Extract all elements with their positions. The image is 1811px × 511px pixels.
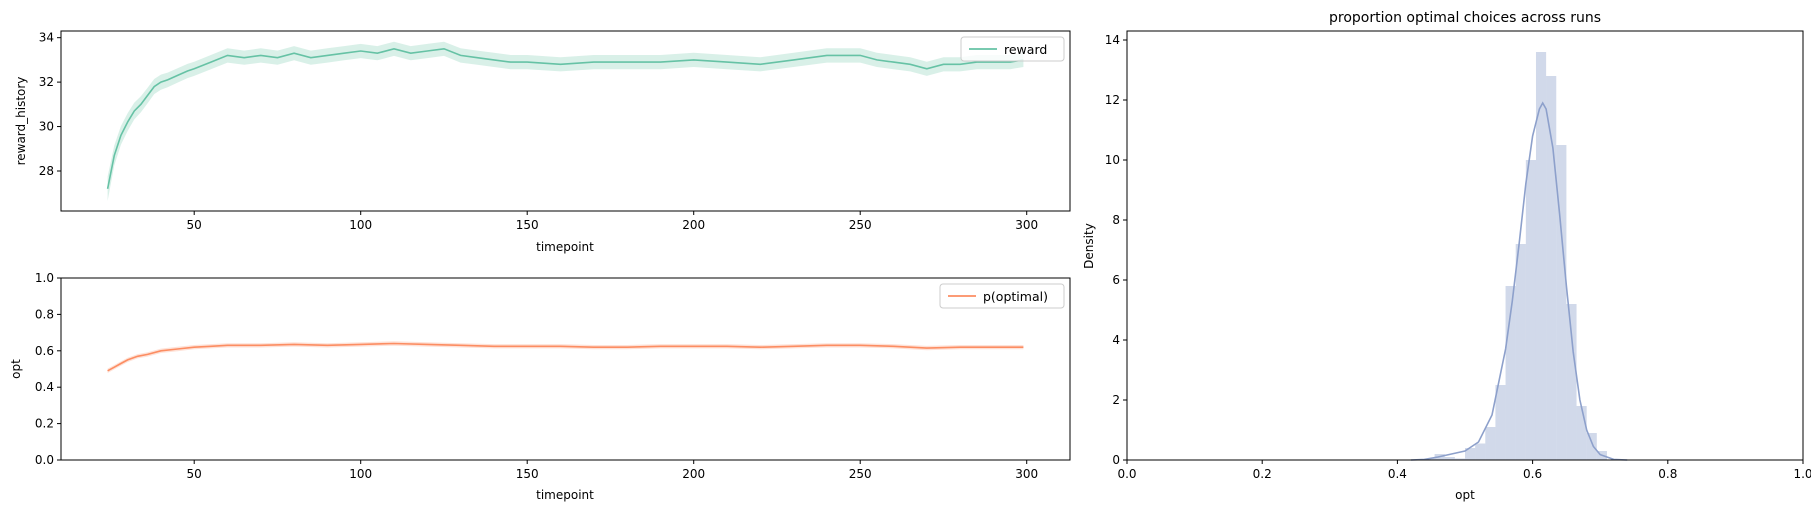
- reward-axes: 50 100 150 200 250 300 28 30 32 34 timepoint rewa…: [14, 30, 1071, 254]
- y-tick-label: 32: [39, 75, 54, 89]
- opt-plot-area: [107, 341, 1024, 373]
- histogram-bar: [1465, 448, 1476, 460]
- reward-legend-box: [960, 36, 1065, 62]
- histogram-bar: [1515, 244, 1526, 460]
- histogram-bar: [1556, 145, 1567, 460]
- reward-axes-frame: [60, 30, 1071, 212]
- x-tick-label: 300: [1015, 467, 1038, 481]
- y-tick-label: 8: [1112, 213, 1120, 227]
- histogram-bar: [1576, 406, 1587, 460]
- histogram-bar: [1586, 433, 1597, 460]
- opt-axes: 50 100 150 200 250 300 0.0 0.2 0.4 0.6 0.8 1.0 time…: [9, 271, 1071, 502]
- y-tick-label: 34: [39, 31, 54, 45]
- reward-xlabel: timepoint: [536, 240, 594, 254]
- y-tick-label: 1.0: [35, 271, 54, 285]
- y-tick-label: 4: [1112, 333, 1120, 347]
- series-line: [107, 342, 1024, 372]
- x-tick-label: 0.6: [1523, 467, 1542, 481]
- opt-legend: p(optimal): [939, 283, 1065, 309]
- dist-xlabel: opt: [1455, 488, 1475, 502]
- y-tick-label: 0.0: [35, 453, 54, 467]
- x-tick-label: 250: [849, 467, 872, 481]
- histogram-bar: [1485, 427, 1496, 460]
- reward-plot-area: [106, 41, 1024, 202]
- opt-xlabel: timepoint: [536, 488, 594, 502]
- y-tick-label: 0.4: [35, 380, 54, 394]
- y-tick-label: 14: [1105, 33, 1120, 47]
- x-tick-label: 100: [349, 218, 372, 232]
- x-tick-label: 300: [1015, 218, 1038, 232]
- y-tick-label: 0.8: [35, 307, 54, 321]
- y-tick-label: 28: [39, 164, 54, 178]
- x-tick-label: 150: [516, 218, 539, 232]
- dist-plot-area: [1410, 52, 1628, 461]
- y-tick-label: 2: [1112, 393, 1120, 407]
- y-tick-label: 6: [1112, 273, 1120, 287]
- histogram-bar: [1505, 286, 1516, 460]
- histogram-bar: [1566, 304, 1577, 460]
- opt-legend-label: p(optimal): [983, 289, 1048, 304]
- x-tick-label: 250: [849, 218, 872, 232]
- histogram-bar: [1535, 52, 1547, 460]
- opt-axes-frame: [60, 277, 1071, 461]
- dist-axes-frame: [1126, 30, 1804, 461]
- opt-ylabel: opt: [9, 359, 23, 379]
- dist-title: proportion optimal choices across runs: [1329, 10, 1601, 26]
- opt-legend-box: [939, 283, 1065, 309]
- x-tick-label: 0.0: [1117, 467, 1136, 481]
- confidence-band: [107, 41, 1024, 202]
- y-tick-label: 0.2: [35, 417, 54, 431]
- reward-ylabel: reward_history: [14, 77, 28, 166]
- x-tick-label: 50: [187, 218, 202, 232]
- y-tick-label: 12: [1105, 93, 1120, 107]
- x-tick-label: 200: [682, 467, 705, 481]
- y-tick-label: 0.6: [35, 344, 54, 358]
- histogram-bar: [1525, 160, 1536, 460]
- y-tick-label: 30: [39, 120, 54, 134]
- histogram-bar: [1546, 76, 1557, 460]
- histogram-bar: [1444, 457, 1455, 460]
- histogram-bar: [1475, 443, 1486, 460]
- x-tick-label: 100: [349, 467, 372, 481]
- series-line: [106, 47, 1024, 189]
- opt-tick-labels: 50 100 150 200 250 300 0.0 0.2 0.4 0.6 0.8 1.0: [35, 271, 1038, 481]
- histogram-bar: [1454, 458, 1465, 460]
- x-tick-label: 0.8: [1658, 467, 1677, 481]
- dist-axes: 0.0 0.2 0.4 0.6 0.8 1.0 0 2 4 6 8 10 12 14 proportion…: [1082, 10, 1811, 502]
- dist-ylabel: Density: [1082, 223, 1096, 269]
- dist-tick-labels: 0.0 0.2 0.4 0.6 0.8 1.0 0 2 4 6 8 10 12 14: [1105, 33, 1811, 481]
- x-tick-label: 1.0: [1793, 467, 1811, 481]
- x-tick-label: 50: [187, 467, 202, 481]
- reward-tick-labels: 50 100 150 200 250 300 28 30 32 34: [39, 31, 1038, 232]
- reward-legend: reward: [960, 36, 1065, 62]
- confidence-band: [107, 341, 1024, 373]
- histogram-bar: [1495, 385, 1506, 460]
- x-tick-label: 200: [682, 218, 705, 232]
- x-tick-label: 150: [516, 467, 539, 481]
- y-tick-label: 0: [1112, 453, 1120, 467]
- kde-curve: [1410, 101, 1628, 461]
- x-tick-label: 0.4: [1388, 467, 1407, 481]
- reward-legend-label: reward: [1004, 42, 1047, 57]
- y-tick-label: 10: [1105, 153, 1120, 167]
- x-tick-label: 0.2: [1253, 467, 1272, 481]
